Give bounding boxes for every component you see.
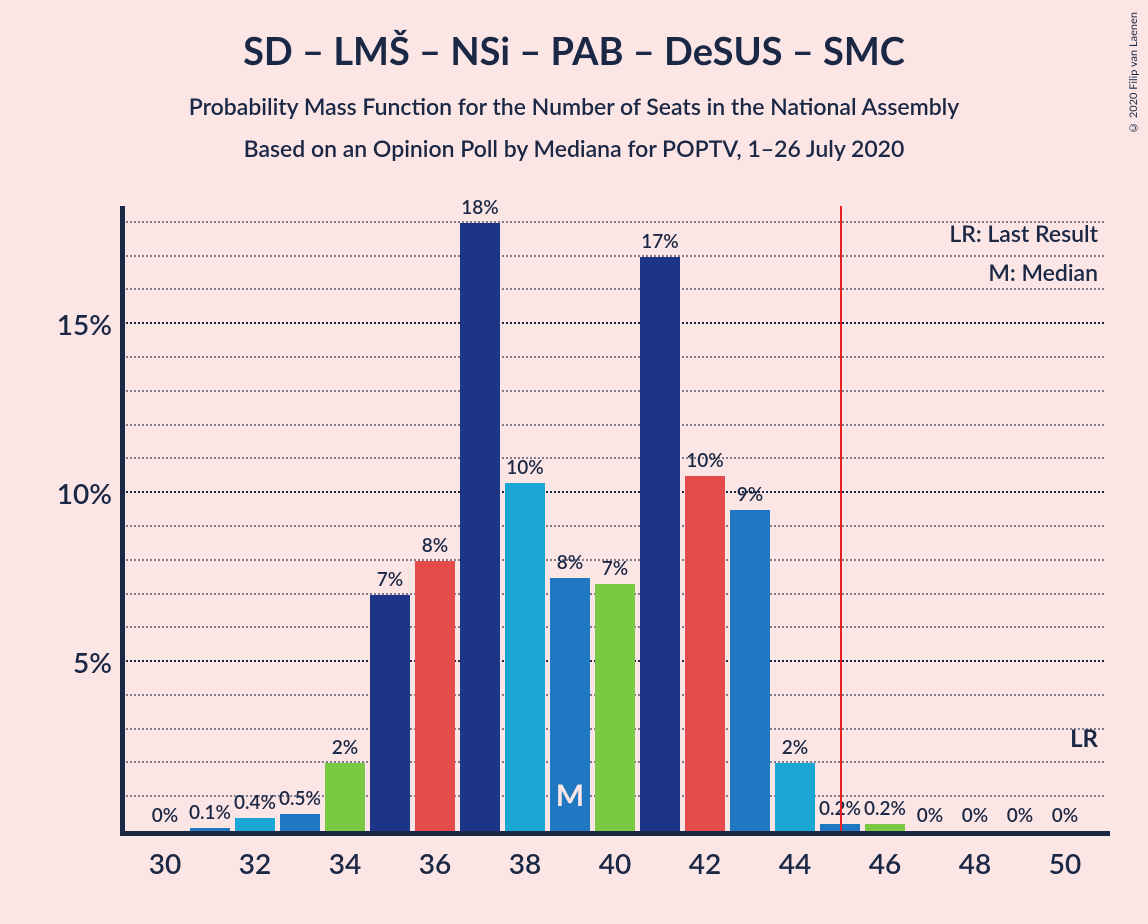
bar-value-label: 0%: [152, 804, 178, 827]
pmf-bar: 2%: [325, 763, 365, 831]
pmf-bar: 8%M: [550, 578, 590, 831]
x-tick-label: 40: [599, 846, 631, 880]
pmf-bar: 7%: [595, 584, 635, 831]
pmf-bar-chart: LR: Last Result M: Median 5%10%15%303234…: [120, 206, 1110, 836]
pmf-bar: 10%: [685, 476, 725, 831]
bar-value-label: 7%: [602, 557, 628, 580]
bar-value-label: 0%: [1052, 804, 1078, 827]
x-tick-label: 42: [689, 846, 721, 880]
median-marker: M: [556, 777, 584, 813]
x-tick-label: 36: [419, 846, 451, 880]
bar-value-label: 8%: [557, 551, 583, 574]
y-axis: [120, 206, 125, 836]
pmf-bar: 8%: [415, 561, 455, 831]
gridline-minor: [126, 221, 1104, 223]
x-axis: [120, 831, 1110, 836]
last-result-line: [840, 206, 842, 836]
gridline-minor: [126, 255, 1104, 257]
pmf-bar: 9%: [730, 510, 770, 831]
x-tick-label: 38: [509, 846, 541, 880]
x-tick-label: 48: [959, 846, 991, 880]
gridline-minor: [126, 424, 1104, 426]
y-tick-label: 10%: [57, 476, 112, 510]
gridline-minor: [126, 288, 1104, 290]
pmf-bar: 0.5%: [280, 814, 320, 831]
bar-value-label: 10%: [686, 449, 723, 472]
y-tick-label: 15%: [57, 307, 112, 341]
titles-block: SD – LMŠ – NSi – PAB – DeSUS – SMC Proba…: [0, 0, 1148, 162]
gridline-minor: [126, 390, 1104, 392]
x-tick-label: 30: [149, 846, 181, 880]
x-tick-label: 44: [779, 846, 811, 880]
gridline-minor: [126, 356, 1104, 358]
bar-value-label: 9%: [737, 483, 763, 506]
bar-value-label: 2%: [332, 736, 358, 759]
subtitle-2: Based on an Opinion Poll by Mediana for …: [0, 134, 1148, 162]
x-tick-label: 50: [1049, 846, 1081, 880]
gridline-major: [126, 322, 1104, 324]
legend-m: M: Median: [949, 253, 1098, 292]
bar-value-label: 10%: [506, 456, 543, 479]
legend-lr: LR: Last Result: [949, 214, 1098, 253]
bar-value-label: 0%: [1007, 804, 1033, 827]
legend: LR: Last Result M: Median: [949, 214, 1098, 292]
pmf-bar: 10%: [505, 483, 545, 831]
pmf-bar: 18%: [460, 223, 500, 831]
bar-value-label: 0.4%: [234, 791, 276, 814]
bar-value-label: 0%: [917, 804, 943, 827]
y-tick-label: 5%: [73, 645, 112, 679]
bar-value-label: 18%: [461, 196, 498, 219]
gridline-minor: [126, 457, 1104, 459]
x-tick-label: 46: [869, 846, 901, 880]
bar-value-label: 0.5%: [279, 787, 321, 810]
main-title: SD – LMŠ – NSi – PAB – DeSUS – SMC: [0, 28, 1148, 74]
pmf-bar: 17%: [640, 257, 680, 831]
gridline-major: [126, 491, 1104, 493]
pmf-bar: 7%: [370, 595, 410, 831]
bar-value-label: 8%: [422, 534, 448, 557]
pmf-bar: 0.2%: [865, 824, 905, 831]
bar-value-label: 17%: [641, 230, 678, 253]
pmf-bar: 2%: [775, 763, 815, 831]
bar-value-label: 2%: [782, 736, 808, 759]
bar-value-label: 0.2%: [864, 797, 906, 820]
bar-value-label: 0%: [962, 804, 988, 827]
subtitle-1: Probability Mass Function for the Number…: [0, 92, 1148, 120]
pmf-bar: 0.4%: [235, 818, 275, 832]
gridline-minor: [126, 525, 1104, 527]
bar-value-label: 7%: [377, 568, 403, 591]
x-tick-label: 34: [329, 846, 361, 880]
copyright-text: © 2020 Filip van Laenen: [1127, 12, 1140, 134]
bar-value-label: 0.1%: [189, 801, 231, 824]
lr-axis-label: LR: [1070, 724, 1098, 753]
x-tick-label: 32: [239, 846, 271, 880]
